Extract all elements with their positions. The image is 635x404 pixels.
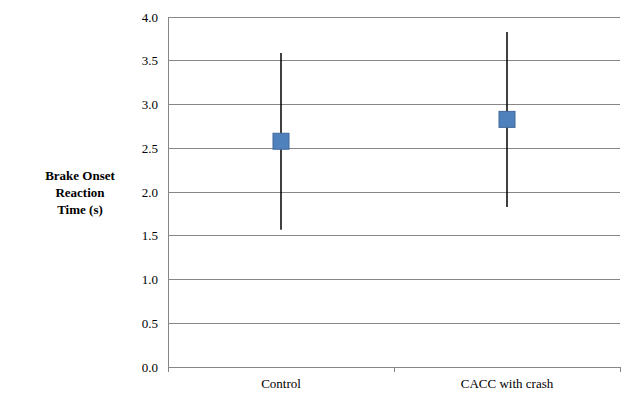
y-axis-title-line: Reaction (55, 185, 105, 200)
y-axis-line (168, 18, 169, 368)
y-tick: 0.5 (142, 316, 168, 331)
marks (273, 32, 515, 230)
y-tick-label: 3.5 (142, 53, 158, 68)
grid-line (168, 104, 620, 105)
grid-line (168, 17, 620, 18)
y-tick-label: 0.0 (142, 360, 158, 375)
y-tick-label: 4.0 (142, 10, 158, 25)
y-tick: 4.0 (142, 10, 168, 25)
y-axis-title: Brake Onset Reaction Time (s) (45, 168, 115, 217)
y-tick-label: 0.5 (142, 316, 158, 331)
category-divider (620, 367, 621, 372)
y-tick: 1.0 (142, 272, 168, 287)
grid (168, 17, 620, 367)
point (273, 133, 289, 149)
y-tick-label: 3.0 (142, 97, 158, 112)
y-axis: 0.0 0.5 1.0 1.5 2.0 2.5 3.0 3.5 4.0 (142, 10, 169, 375)
grid-line (168, 279, 620, 280)
x-tick-label: CACC with crash (461, 376, 554, 391)
y-tick-label: 1.0 (142, 272, 158, 287)
grid-line (168, 323, 620, 324)
y-tick: 1.5 (142, 228, 168, 243)
y-tick-label: 2.0 (142, 185, 158, 200)
x-axis: Control CACC with crash (169, 367, 621, 391)
x-tick-label: Control (261, 376, 301, 391)
category-divider (168, 367, 169, 372)
x-tick: Control (261, 367, 301, 391)
y-axis-title-line: Brake Onset (45, 168, 115, 183)
y-tick-label: 1.5 (142, 228, 158, 243)
chart: 0.0 0.5 1.0 1.5 2.0 2.5 3.0 3.5 4.0 Control CACC w… (0, 0, 635, 404)
x-tick: CACC with crash (461, 367, 554, 391)
grid-line (168, 235, 620, 236)
y-tick: 3.0 (142, 97, 168, 112)
y-tick: 2.0 (142, 185, 168, 200)
y-tick-label: 2.5 (142, 141, 158, 156)
y-tick: 3.5 (142, 53, 168, 68)
y-axis-title-line: Time (s) (57, 202, 103, 217)
category-divider (394, 367, 395, 372)
grid-line (168, 192, 620, 193)
y-tick: 2.5 (142, 141, 168, 156)
grid-line (168, 148, 620, 149)
y-tick: 0.0 (142, 360, 168, 375)
point (499, 111, 515, 127)
grid-line (168, 60, 620, 61)
